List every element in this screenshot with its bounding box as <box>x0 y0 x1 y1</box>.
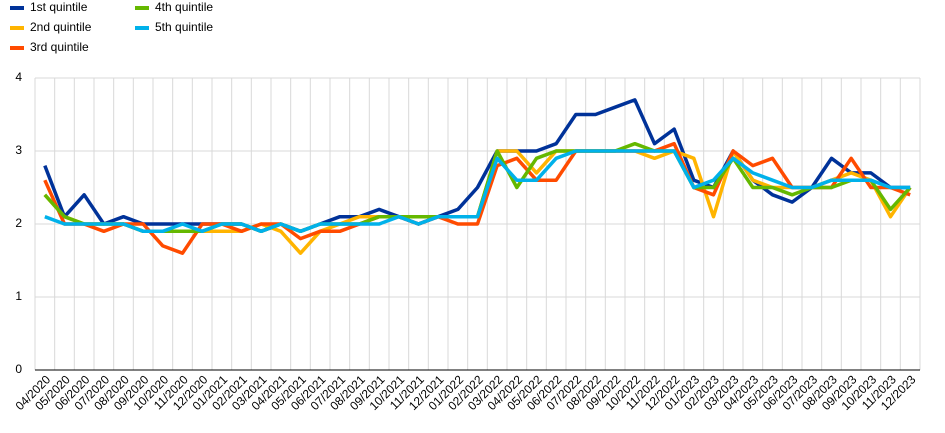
series-line <box>43 149 912 255</box>
legend-label: 2nd quintile <box>30 20 92 34</box>
y-tick-label: 2 <box>15 216 22 230</box>
legend-label: 4th quintile <box>155 0 213 14</box>
series-line <box>44 149 911 234</box>
y-tick-label: 1 <box>15 289 22 303</box>
legend-label: 3rd quintile <box>30 40 89 54</box>
y-tick-label: 3 <box>15 143 22 157</box>
y-tick-label: 4 <box>15 70 22 84</box>
y-tick-label: 0 <box>15 362 22 376</box>
series-line <box>43 141 911 255</box>
series-line <box>43 98 911 234</box>
legend-label: 1st quintile <box>30 0 88 14</box>
legend-label: 5th quintile <box>155 20 213 34</box>
